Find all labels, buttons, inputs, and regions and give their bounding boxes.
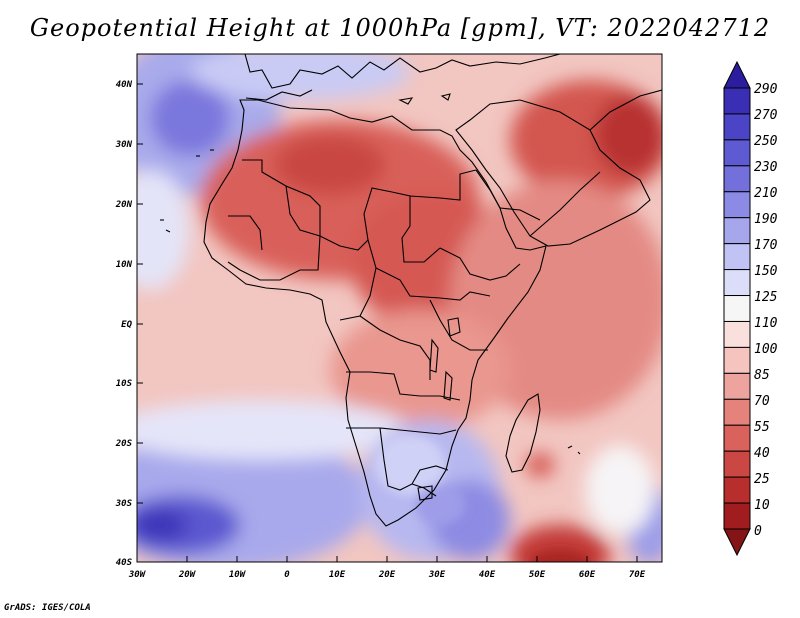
- colorbar-label: 55: [754, 420, 770, 435]
- colorbar-label: 25: [754, 472, 770, 487]
- colorbar-cell: [723, 398, 751, 426]
- colorbar-cell: [723, 372, 751, 400]
- lat-label: 30S: [115, 499, 133, 509]
- colorbar-cell: [723, 243, 751, 271]
- lon-label: 30W: [128, 570, 147, 580]
- lon-label: 50E: [529, 570, 546, 580]
- coastlines: [160, 54, 662, 527]
- lat-label: 20N: [115, 200, 133, 210]
- colorbar-top-arrow: [723, 60, 751, 89]
- colorbar-labels: 290 270 250 230 210 190 170 150 125 110 …: [754, 82, 778, 539]
- grads-credit: GrADS: IGES/COLA: [4, 603, 91, 613]
- colorbar-label: 290: [754, 82, 778, 97]
- lon-label: 10W: [229, 570, 247, 580]
- colorbar-cell: [723, 320, 751, 348]
- height-field: [137, 54, 662, 562]
- lon-label: 70E: [629, 570, 646, 580]
- colorbar-label: 230: [754, 160, 778, 175]
- lon-label: 0: [284, 570, 290, 580]
- lat-label: EQ: [121, 320, 132, 330]
- colorbar: 290 270 250 230 210 190 170 150 125 110 …: [723, 60, 778, 557]
- colorbar-label: 100: [754, 342, 778, 357]
- colorbar-label: 125: [754, 290, 778, 305]
- lon-label: 60E: [579, 570, 596, 580]
- colorbar-label: 190: [754, 212, 778, 227]
- colorbar-label: 210: [754, 186, 778, 201]
- colorbar-cells: [723, 87, 751, 530]
- colorbar-bottom-arrow: [723, 528, 751, 557]
- lat-label: 20S: [115, 439, 133, 449]
- colorbar-cell: [723, 139, 751, 167]
- colorbar-label: 150: [754, 264, 778, 279]
- map-frame: [136, 53, 663, 563]
- colorbar-label: 110: [754, 316, 778, 331]
- colorbar-label: 250: [754, 134, 778, 149]
- colorbar-cell: [723, 87, 751, 115]
- lat-label: 10S: [116, 379, 133, 389]
- lon-label: 20W: [178, 570, 197, 580]
- lon-label: 30E: [428, 570, 446, 580]
- lat-label: 30N: [115, 140, 133, 150]
- colorbar-cell: [723, 269, 751, 297]
- lat-label: 40N: [116, 80, 133, 90]
- colorbar-label: 85: [754, 368, 770, 383]
- colorbar-label: 270: [754, 108, 778, 123]
- lat-label: 40S: [116, 558, 133, 568]
- colorbar-cell: [723, 424, 751, 452]
- lon-axis: 30W 20W 10W 0 10E 20E 30E 40E 50E 60E 70…: [128, 556, 646, 580]
- colorbar-label: 70: [754, 394, 770, 409]
- colorbar-cell: [723, 113, 751, 141]
- map-title: Geopotential Height at 1000hPa [gpm], VT…: [29, 14, 771, 42]
- lon-label: 40E: [479, 570, 496, 580]
- colorbar-cell: [723, 450, 751, 478]
- colorbar-label: 170: [754, 238, 778, 253]
- colorbar-cell: [723, 191, 751, 219]
- colorbar-label: 0: [754, 524, 762, 539]
- lon-label: 20E: [378, 570, 396, 580]
- colorbar-cell: [723, 165, 751, 193]
- colorbar-label: 10: [754, 498, 770, 513]
- colorbar-label: 40: [754, 446, 770, 461]
- lat-label: 10N: [116, 260, 133, 270]
- colorbar-cell: [723, 502, 751, 530]
- colorbar-cell: [723, 295, 751, 322]
- colorbar-cell: [723, 217, 751, 245]
- colorbar-cell: [723, 346, 751, 374]
- lon-label: 10E: [329, 570, 346, 580]
- colorbar-cell: [723, 476, 751, 504]
- lat-axis: 40N 30N 20N 10N EQ 10S 20S 30S 40S: [115, 80, 143, 568]
